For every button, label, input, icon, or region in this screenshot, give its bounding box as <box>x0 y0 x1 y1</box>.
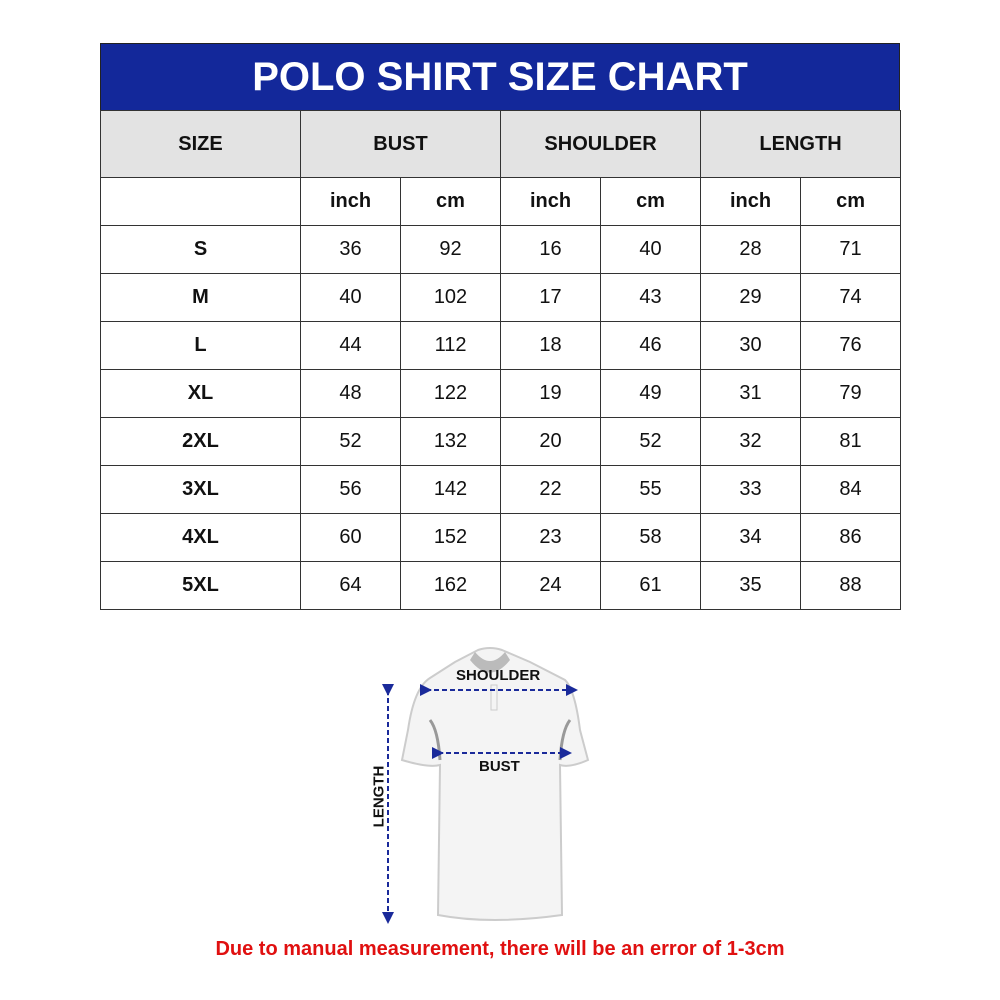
value-cell: 31 <box>700 369 802 418</box>
bust-label: BUST <box>479 758 520 775</box>
value-cell: 132 <box>399 417 502 466</box>
shirt-diagram: SHOULDER BUST LENGTH <box>360 640 620 930</box>
unit-header: inch <box>700 177 802 226</box>
table-body: S 36 92 16 40 28 71 M 40 102 17 43 29 74 L 44 112 18 46 30 7… <box>100 225 902 610</box>
size-cell: L <box>100 321 301 370</box>
value-cell: 40 <box>300 273 401 322</box>
value-cell: 58 <box>600 513 702 562</box>
value-cell: 88 <box>800 561 902 610</box>
header-shoulder: SHOULDER <box>500 110 702 178</box>
unit-header: cm <box>600 177 702 226</box>
value-cell: 44 <box>300 321 401 370</box>
size-cell: 4XL <box>100 513 301 562</box>
chart-title: POLO SHIRT SIZE CHART <box>100 43 900 111</box>
unit-header: cm <box>399 177 502 226</box>
value-cell: 33 <box>700 465 802 514</box>
table-row: S 36 92 16 40 28 71 <box>100 225 902 274</box>
value-cell: 102 <box>399 273 502 322</box>
value-cell: 17 <box>500 273 602 322</box>
units-blank <box>100 177 301 226</box>
value-cell: 40 <box>600 225 702 274</box>
value-cell: 86 <box>800 513 902 562</box>
value-cell: 49 <box>600 369 702 418</box>
value-cell: 18 <box>500 321 602 370</box>
size-cell: M <box>100 273 301 322</box>
table-row: 4XL 60 152 23 58 34 86 <box>100 513 902 562</box>
size-table: SIZE BUST SHOULDER LENGTH inch cm inch cm in… <box>100 110 902 610</box>
value-cell: 52 <box>300 417 401 466</box>
value-cell: 52 <box>600 417 702 466</box>
value-cell: 28 <box>700 225 802 274</box>
value-cell: 92 <box>399 225 502 274</box>
header-size: SIZE <box>100 110 301 178</box>
header-bust: BUST <box>299 110 502 178</box>
value-cell: 61 <box>600 561 702 610</box>
units-row: inch cm inch cm inch cm <box>100 177 902 226</box>
unit-header: inch <box>300 177 401 226</box>
value-cell: 23 <box>500 513 602 562</box>
value-cell: 76 <box>800 321 902 370</box>
value-cell: 29 <box>700 273 802 322</box>
value-cell: 16 <box>500 225 602 274</box>
polo-shirt-icon <box>382 647 590 924</box>
value-cell: 46 <box>600 321 702 370</box>
value-cell: 79 <box>800 369 902 418</box>
value-cell: 162 <box>399 561 502 610</box>
value-cell: 74 <box>800 273 902 322</box>
size-cell: 3XL <box>100 465 301 514</box>
size-cell: 2XL <box>100 417 301 466</box>
value-cell: 60 <box>300 513 401 562</box>
value-cell: 71 <box>800 225 902 274</box>
table-row: 3XL 56 142 22 55 33 84 <box>100 465 902 514</box>
value-cell: 24 <box>500 561 602 610</box>
unit-header: inch <box>500 177 602 226</box>
value-cell: 81 <box>800 417 902 466</box>
value-cell: 34 <box>700 513 802 562</box>
value-cell: 112 <box>399 321 502 370</box>
table-row: M 40 102 17 43 29 74 <box>100 273 902 322</box>
shoulder-label: SHOULDER <box>456 667 541 684</box>
length-label: LENGTH <box>370 765 388 828</box>
value-cell: 43 <box>600 273 702 322</box>
value-cell: 142 <box>399 465 502 514</box>
size-cell: S <box>100 225 301 274</box>
value-cell: 35 <box>700 561 802 610</box>
value-cell: 36 <box>300 225 401 274</box>
table-row: XL 48 122 19 49 31 79 <box>100 369 902 418</box>
value-cell: 19 <box>500 369 602 418</box>
header-length: LENGTH <box>700 110 902 178</box>
value-cell: 32 <box>700 417 802 466</box>
value-cell: 48 <box>300 369 401 418</box>
value-cell: 30 <box>700 321 802 370</box>
size-cell: XL <box>100 369 301 418</box>
measurement-note: Due to manual measurement, there will be… <box>215 938 785 960</box>
unit-header: cm <box>800 177 902 226</box>
value-cell: 20 <box>500 417 602 466</box>
size-cell: 5XL <box>100 561 301 610</box>
value-cell: 84 <box>800 465 902 514</box>
value-cell: 152 <box>399 513 502 562</box>
value-cell: 22 <box>500 465 602 514</box>
value-cell: 64 <box>300 561 401 610</box>
value-cell: 122 <box>399 369 502 418</box>
value-cell: 55 <box>600 465 702 514</box>
table-row: L 44 112 18 46 30 76 <box>100 321 902 370</box>
table-row: 5XL 64 162 24 61 35 88 <box>100 561 902 610</box>
table-row: 2XL 52 132 20 52 32 81 <box>100 417 902 466</box>
value-cell: 56 <box>300 465 401 514</box>
